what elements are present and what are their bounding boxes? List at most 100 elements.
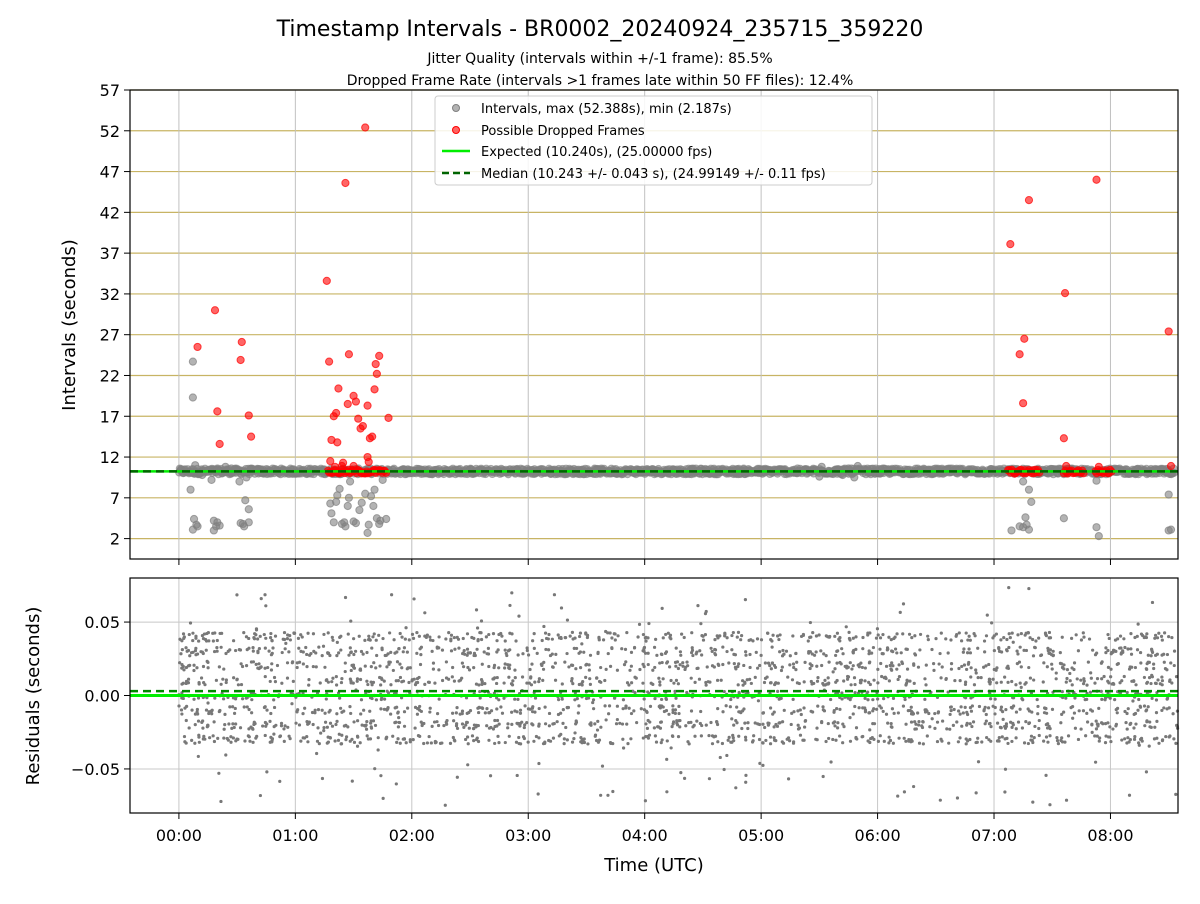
residual-point — [1100, 698, 1103, 701]
residual-point — [402, 650, 405, 653]
interval-point — [336, 485, 343, 492]
residual-point — [1129, 738, 1132, 741]
residual-point — [239, 648, 242, 651]
residual-point — [638, 668, 641, 671]
residual-point — [1133, 713, 1136, 716]
residual-point — [890, 661, 893, 664]
residual-point — [1051, 708, 1054, 711]
residual-point — [216, 639, 219, 642]
residual-point — [532, 740, 535, 743]
residual-point — [700, 653, 703, 656]
residual-point — [906, 648, 909, 651]
residual-point — [732, 631, 735, 634]
dropped-frame-point — [334, 439, 341, 446]
residual-point — [972, 720, 975, 723]
residual-point — [690, 709, 693, 712]
residual-point — [827, 661, 830, 664]
residual-point — [264, 675, 267, 678]
residual-point — [776, 690, 779, 693]
residual-point — [406, 651, 409, 654]
residual-point — [1066, 668, 1069, 671]
residual-point — [657, 677, 660, 680]
residual-point — [665, 698, 668, 701]
residual-point — [182, 632, 185, 635]
residual-point — [314, 651, 317, 654]
residual-point — [435, 720, 438, 723]
residual-point — [461, 662, 464, 665]
residual-point — [272, 698, 275, 701]
residual-point — [495, 682, 498, 685]
residual-point — [1106, 633, 1109, 636]
residual-point — [441, 649, 444, 652]
residual-point — [1005, 737, 1008, 740]
residual-point — [933, 727, 936, 730]
residual-point — [1065, 681, 1068, 684]
residual-point — [1166, 653, 1169, 656]
residual-point — [864, 666, 867, 669]
residual-point — [695, 652, 698, 655]
dropped-frame-point — [331, 463, 338, 470]
residual-point — [467, 742, 470, 745]
residual-point — [544, 722, 547, 725]
residual-point — [626, 681, 629, 684]
residual-point — [450, 634, 453, 637]
residual-point — [270, 740, 273, 743]
residual-point — [679, 654, 682, 657]
residual-point — [803, 725, 806, 728]
residual-point — [506, 663, 509, 666]
residual-point — [872, 646, 875, 649]
residual-point — [960, 705, 963, 708]
interval-point — [330, 519, 337, 526]
residual-point — [878, 648, 881, 651]
residual-point — [633, 646, 636, 649]
residual-point — [1137, 698, 1140, 701]
residual-point — [216, 737, 219, 740]
residual-point — [1161, 638, 1164, 641]
residual-point — [331, 636, 334, 639]
residual-point — [495, 707, 498, 710]
residual-point — [392, 669, 395, 672]
residual-point — [537, 792, 540, 795]
residual-point — [589, 654, 592, 657]
residual-point — [322, 726, 325, 729]
residual-point — [888, 736, 891, 739]
residual-point — [1116, 707, 1119, 710]
residual-point — [855, 726, 858, 729]
residual-point — [767, 724, 770, 727]
residual-point — [777, 638, 780, 641]
residual-point — [510, 682, 513, 685]
residual-point — [213, 697, 216, 700]
residual-point — [272, 733, 275, 736]
residual-point — [232, 676, 235, 679]
residual-point — [912, 664, 915, 667]
residual-point — [253, 632, 256, 635]
residual-point — [900, 651, 903, 654]
residual-point — [564, 726, 567, 729]
residual-point — [723, 690, 726, 693]
residual-point — [1102, 675, 1105, 678]
residual-point — [502, 697, 505, 700]
residual-point — [1055, 677, 1058, 680]
residual-point — [397, 716, 400, 719]
residual-point — [203, 738, 206, 741]
residual-point — [309, 652, 312, 655]
residual-point — [1100, 662, 1103, 665]
residual-point — [422, 742, 425, 745]
residual-point — [241, 697, 244, 700]
residual-point — [395, 679, 398, 682]
residual-point — [379, 774, 382, 777]
residual-point — [654, 734, 657, 737]
residual-point — [1071, 683, 1074, 686]
residual-point — [185, 705, 188, 708]
residual-point — [847, 675, 850, 678]
residual-point — [878, 704, 881, 707]
residual-point — [1166, 697, 1169, 700]
residual-point — [1170, 681, 1173, 684]
residual-point — [201, 727, 204, 730]
residual-point — [227, 722, 230, 725]
residual-point — [485, 724, 488, 727]
residual-point — [507, 666, 510, 669]
residual-point — [983, 650, 986, 653]
residual-x-tick-label: 08:00 — [1087, 826, 1133, 845]
residual-point — [1074, 727, 1077, 730]
